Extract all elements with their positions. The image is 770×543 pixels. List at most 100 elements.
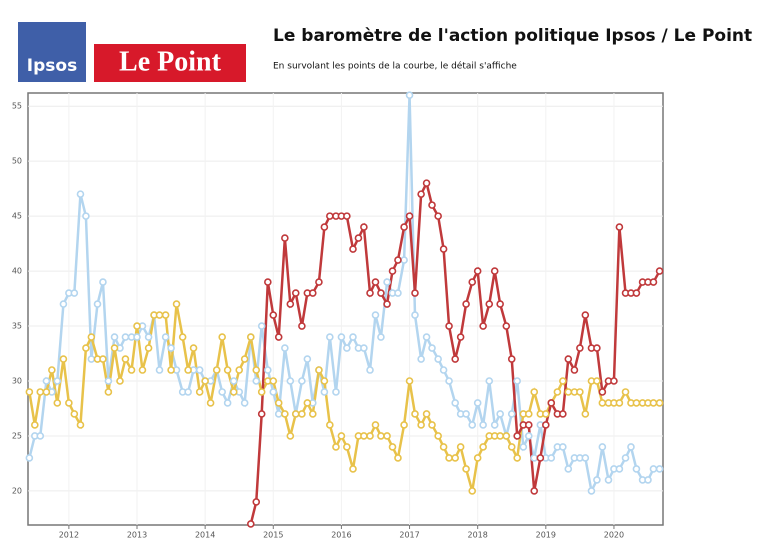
data-point[interactable]	[559, 443, 567, 451]
data-point[interactable]	[252, 377, 261, 385]
data-point[interactable]	[417, 355, 425, 363]
data-point[interactable]	[229, 388, 238, 396]
data-point[interactable]	[439, 443, 448, 451]
data-point[interactable]	[496, 432, 504, 440]
data-point[interactable]	[257, 388, 266, 396]
data-point[interactable]	[479, 421, 487, 429]
data-point[interactable]	[308, 289, 317, 297]
data-point[interactable]	[320, 377, 329, 385]
data-point[interactable]	[502, 432, 511, 440]
data-point[interactable]	[400, 421, 408, 429]
data-point[interactable]	[315, 278, 323, 286]
data-point[interactable]	[184, 366, 192, 374]
data-point[interactable]	[337, 333, 346, 341]
data-point[interactable]	[291, 289, 300, 297]
data-point[interactable]	[434, 212, 442, 220]
data-point[interactable]	[298, 410, 306, 418]
data-point[interactable]	[405, 377, 414, 385]
data-point[interactable]	[53, 399, 62, 407]
data-point[interactable]	[195, 388, 204, 396]
data-point[interactable]	[25, 454, 34, 462]
data-point[interactable]	[445, 377, 453, 385]
data-point[interactable]	[496, 410, 504, 418]
data-point[interactable]	[286, 377, 295, 385]
data-point[interactable]	[530, 388, 539, 396]
data-point[interactable]	[439, 366, 448, 374]
data-point[interactable]	[155, 311, 164, 319]
data-point[interactable]	[25, 388, 34, 396]
data-point[interactable]	[235, 366, 244, 374]
data-point[interactable]	[411, 311, 419, 319]
data-point[interactable]	[383, 278, 391, 286]
data-point[interactable]	[167, 366, 175, 374]
data-point[interactable]	[422, 179, 431, 187]
data-point[interactable]	[366, 289, 374, 297]
data-point[interactable]	[161, 311, 170, 319]
data-point[interactable]	[246, 333, 255, 341]
data-point[interactable]	[315, 366, 323, 374]
data-point[interactable]	[354, 234, 363, 242]
data-point[interactable]	[281, 410, 289, 418]
data-point[interactable]	[110, 333, 119, 341]
data-point[interactable]	[178, 333, 187, 341]
data-point[interactable]	[593, 344, 601, 352]
data-point[interactable]	[649, 465, 658, 473]
data-point[interactable]	[332, 388, 340, 396]
data-point[interactable]	[553, 388, 562, 396]
data-point[interactable]	[70, 410, 79, 418]
data-point[interactable]	[547, 454, 556, 462]
data-point[interactable]	[428, 421, 436, 429]
data-point[interactable]	[428, 344, 436, 352]
data-point[interactable]	[490, 421, 499, 429]
data-point[interactable]	[627, 443, 635, 451]
data-point[interactable]	[53, 377, 62, 385]
data-point[interactable]	[332, 443, 340, 451]
data-point[interactable]	[598, 443, 607, 451]
data-point[interactable]	[615, 399, 624, 407]
data-point[interactable]	[632, 399, 641, 407]
data-point[interactable]	[473, 399, 482, 407]
data-point[interactable]	[445, 322, 453, 330]
data-point[interactable]	[451, 399, 459, 407]
data-point[interactable]	[59, 355, 68, 363]
data-point[interactable]	[632, 289, 641, 297]
data-point[interactable]	[513, 432, 521, 440]
data-point[interactable]	[269, 377, 278, 385]
data-point[interactable]	[519, 443, 528, 451]
data-point[interactable]	[542, 421, 550, 429]
data-point[interactable]	[524, 421, 533, 429]
data-point[interactable]	[371, 421, 380, 429]
data-point[interactable]	[212, 366, 221, 374]
data-point[interactable]	[593, 476, 601, 484]
data-point[interactable]	[615, 465, 624, 473]
data-point[interactable]	[110, 344, 119, 352]
data-point[interactable]	[326, 421, 334, 429]
data-point[interactable]	[564, 465, 573, 473]
data-point[interactable]	[604, 476, 613, 484]
data-point[interactable]	[502, 322, 511, 330]
data-point[interactable]	[581, 311, 590, 319]
data-point[interactable]	[252, 366, 261, 374]
data-point[interactable]	[298, 322, 306, 330]
data-point[interactable]	[507, 410, 516, 418]
data-point[interactable]	[462, 465, 470, 473]
data-point[interactable]	[524, 432, 533, 440]
data-point[interactable]	[564, 388, 573, 396]
data-point[interactable]	[417, 190, 425, 198]
data-point[interactable]	[343, 443, 351, 451]
data-point[interactable]	[286, 432, 295, 440]
data-point[interactable]	[189, 344, 198, 352]
data-point[interactable]	[269, 311, 278, 319]
data-point[interactable]	[581, 410, 590, 418]
data-point[interactable]	[184, 388, 192, 396]
data-point[interactable]	[70, 289, 79, 297]
data-point[interactable]	[655, 465, 664, 473]
data-point[interactable]	[320, 388, 329, 396]
data-point[interactable]	[246, 520, 255, 528]
data-point[interactable]	[445, 454, 453, 462]
data-point[interactable]	[291, 410, 300, 418]
data-point[interactable]	[485, 377, 494, 385]
data-point[interactable]	[524, 410, 533, 418]
data-point[interactable]	[400, 223, 408, 231]
data-point[interactable]	[257, 322, 266, 330]
